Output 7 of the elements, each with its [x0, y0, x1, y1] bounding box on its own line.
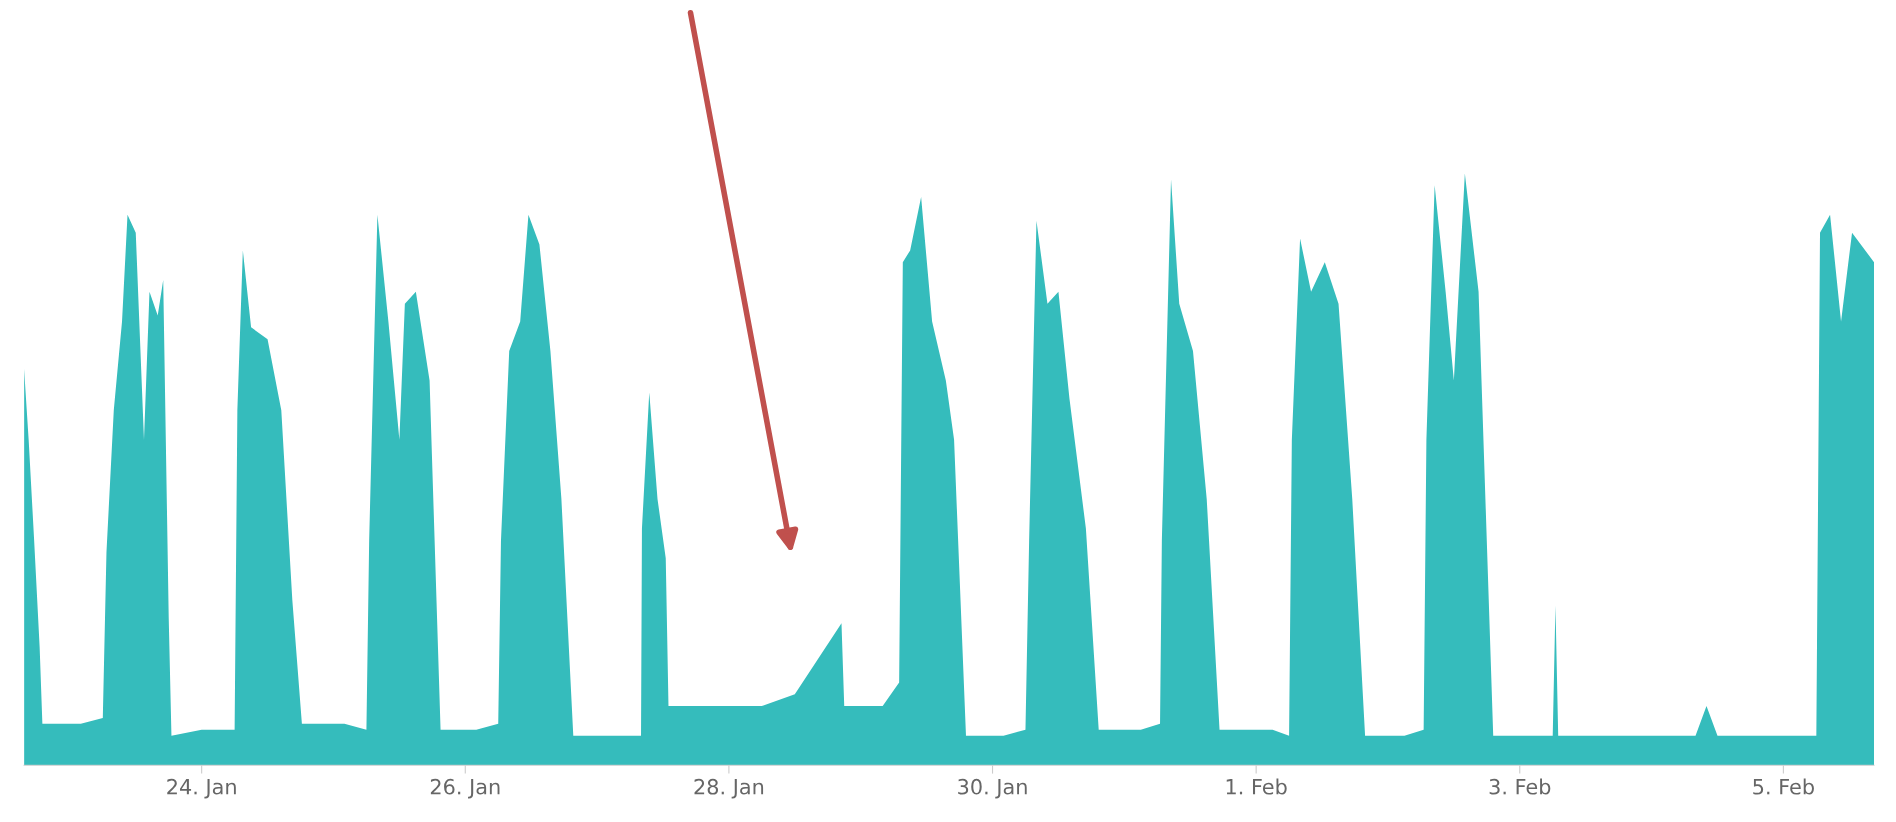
x-tick-label: 24. Jan	[167, 778, 236, 799]
x-tick-label: 26. Jan	[430, 778, 500, 799]
x-tick-label: 3. Feb	[1489, 778, 1551, 795]
x-tick-label: 1. Feb	[1226, 778, 1287, 795]
x-tick-label: 5. Feb	[1753, 778, 1814, 795]
x-tick-label: 30. Jan	[958, 778, 1027, 799]
x-tick-label: 28. Jan	[694, 778, 764, 799]
